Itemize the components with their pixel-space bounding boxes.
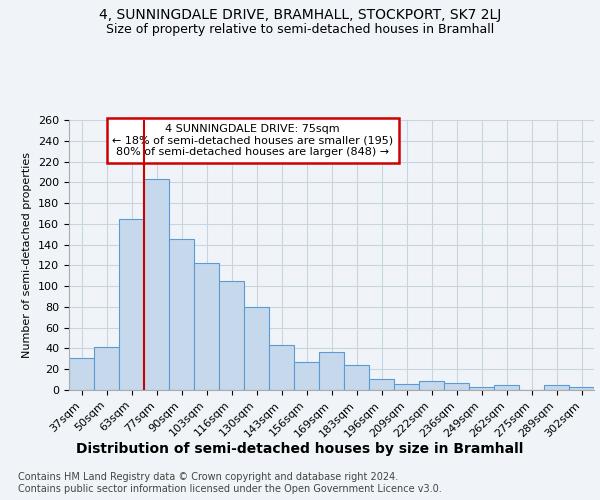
Bar <box>294 362 319 390</box>
Text: 4 SUNNINGDALE DRIVE: 75sqm
← 18% of semi-detached houses are smaller (195)
80% o: 4 SUNNINGDALE DRIVE: 75sqm ← 18% of semi… <box>112 124 394 157</box>
Y-axis label: Number of semi-detached properties: Number of semi-detached properties <box>22 152 32 358</box>
Bar <box>269 346 294 390</box>
Bar <box>69 358 94 390</box>
Bar <box>119 218 144 390</box>
Bar <box>94 348 119 390</box>
Bar <box>569 387 594 390</box>
Text: Contains HM Land Registry data © Crown copyright and database right 2024.: Contains HM Land Registry data © Crown c… <box>18 472 398 482</box>
Bar <box>369 378 394 390</box>
Bar <box>419 380 444 390</box>
Text: Contains public sector information licensed under the Open Government Licence v3: Contains public sector information licen… <box>18 484 442 494</box>
Bar <box>319 352 344 390</box>
Text: Distribution of semi-detached houses by size in Bramhall: Distribution of semi-detached houses by … <box>76 442 524 456</box>
Bar <box>544 385 569 390</box>
Bar <box>169 240 194 390</box>
Bar <box>144 179 169 390</box>
Bar <box>219 281 244 390</box>
Text: Size of property relative to semi-detached houses in Bramhall: Size of property relative to semi-detach… <box>106 22 494 36</box>
Text: 4, SUNNINGDALE DRIVE, BRAMHALL, STOCKPORT, SK7 2LJ: 4, SUNNINGDALE DRIVE, BRAMHALL, STOCKPOR… <box>99 8 501 22</box>
Bar <box>394 384 419 390</box>
Bar <box>244 307 269 390</box>
Bar <box>494 385 519 390</box>
Bar <box>194 264 219 390</box>
Bar <box>469 387 494 390</box>
Bar <box>344 365 369 390</box>
Bar <box>444 382 469 390</box>
